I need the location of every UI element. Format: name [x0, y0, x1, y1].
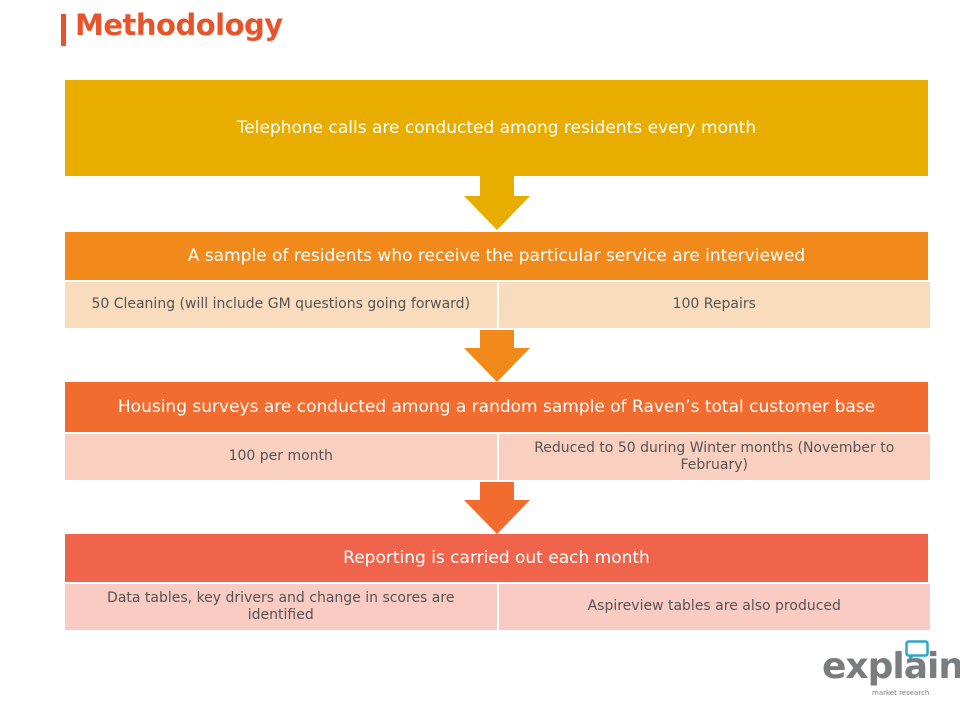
step-4-heading: Reporting is carried out each month — [343, 548, 650, 568]
step-3-band: Housing surveys are conducted among a ra… — [65, 382, 928, 432]
step-4-band: Reporting is carried out each month — [65, 534, 928, 582]
step-3-arrow — [464, 482, 530, 534]
step-2-band: A sample of residents who receive the pa… — [65, 232, 928, 280]
step-1-band: Telephone calls are conducted among resi… — [65, 80, 928, 176]
step-2-arrow — [464, 330, 530, 382]
page-title: Methodology — [75, 8, 283, 42]
step-3-detail-1: 100 per month — [228, 448, 333, 465]
step-3-detail-2: Reduced to 50 during Winter months (Nove… — [496, 434, 931, 480]
step-1-arrow — [464, 176, 530, 230]
step-2-details: 50 Cleaning (will include GM questions g… — [65, 282, 930, 328]
step-2-detail-2: 100 Repairs — [496, 282, 931, 328]
step-4-details: Data tables, key drivers and change in s… — [65, 584, 930, 630]
title-accent-bar — [61, 14, 66, 46]
speech-bubble-icon — [905, 640, 929, 661]
step-3-details: 100 per month Reduced to 50 during Winte… — [65, 434, 930, 480]
step-2-heading: A sample of residents who receive the pa… — [187, 246, 806, 266]
logo-tagline: market research — [872, 689, 930, 697]
step-3-heading: Housing surveys are conducted among a ra… — [117, 397, 876, 417]
step-2-detail-1: 50 Cleaning (will include GM questions g… — [91, 296, 471, 313]
step-4-detail-2: Aspireview tables are also produced — [496, 584, 931, 630]
logo-wordmark: explain — [822, 646, 960, 687]
step-1-heading: Telephone calls are conducted among resi… — [236, 118, 757, 138]
step-4-detail-1: Data tables, key drivers and change in s… — [107, 589, 455, 624]
